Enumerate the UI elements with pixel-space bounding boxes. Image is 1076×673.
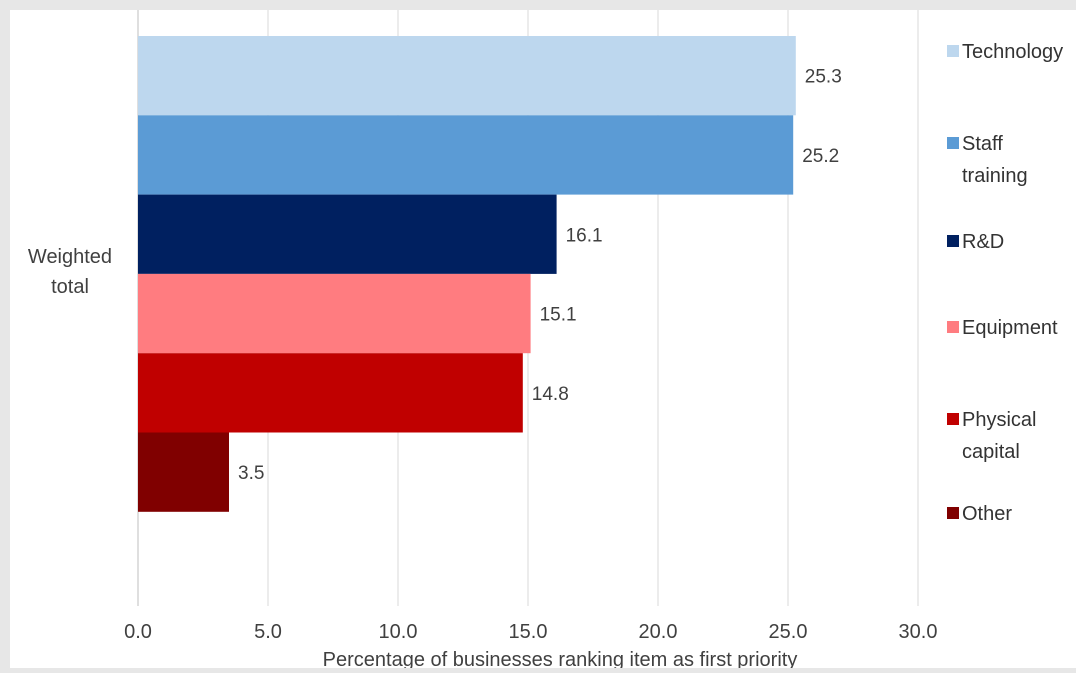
x-axis-ticks: 0.0 5.0 10.0 15.0 20.0 25.0 30.0 xyxy=(124,621,937,643)
data-label: 3.5 xyxy=(238,463,264,484)
x-tick-label: 5.0 xyxy=(254,621,282,643)
legend-entry: Equipment xyxy=(962,317,1058,339)
data-label: 25.2 xyxy=(802,146,839,167)
data-labels: 25.3 25.2 16.1 15.1 14.8 3.5 xyxy=(238,67,842,484)
data-label: 25.3 xyxy=(805,67,842,88)
legend-swatch xyxy=(947,235,959,247)
bar xyxy=(138,115,794,195)
legend-entry: Other xyxy=(962,503,1012,525)
data-label: 15.1 xyxy=(540,305,577,326)
x-axis-title: Percentage of businesses ranking item as… xyxy=(323,649,798,668)
legend-swatch xyxy=(947,137,959,149)
x-tick-label: 15.0 xyxy=(509,621,548,643)
bar xyxy=(138,353,523,433)
legend-swatch xyxy=(947,413,959,425)
bars xyxy=(138,36,796,512)
legend: Technology Staff training R&D Equipment Physi… xyxy=(947,41,1063,525)
bar xyxy=(138,273,531,354)
x-tick-label: 0.0 xyxy=(124,621,152,643)
legend-swatch xyxy=(947,507,959,519)
x-tick-label: 30.0 xyxy=(899,621,938,643)
legend-swatch xyxy=(947,321,959,333)
chart-area: 25.3 25.2 16.1 15.1 14.8 3.5 0.0 5.0 10.0 15.0 20… xyxy=(10,10,1076,671)
x-tick-label: 10.0 xyxy=(379,621,418,643)
legend-entry: R&D xyxy=(962,231,1004,253)
legend-entry: Technology xyxy=(962,41,1063,63)
bar-chart: 25.3 25.2 16.1 15.1 14.8 3.5 0.0 5.0 10.0 15.0 20… xyxy=(28,10,1063,671)
bar xyxy=(138,432,229,512)
x-tick-label: 25.0 xyxy=(769,621,808,643)
x-tick-label: 20.0 xyxy=(639,621,678,643)
bar xyxy=(138,194,557,274)
legend-entry: Physical capital xyxy=(962,409,1036,463)
legend-swatch xyxy=(947,45,959,57)
category-label: Weighted total xyxy=(28,246,112,298)
data-label: 14.8 xyxy=(532,384,569,405)
data-label: 16.1 xyxy=(566,225,603,246)
legend-entry: Staff training xyxy=(962,133,1028,187)
bar xyxy=(138,36,796,116)
